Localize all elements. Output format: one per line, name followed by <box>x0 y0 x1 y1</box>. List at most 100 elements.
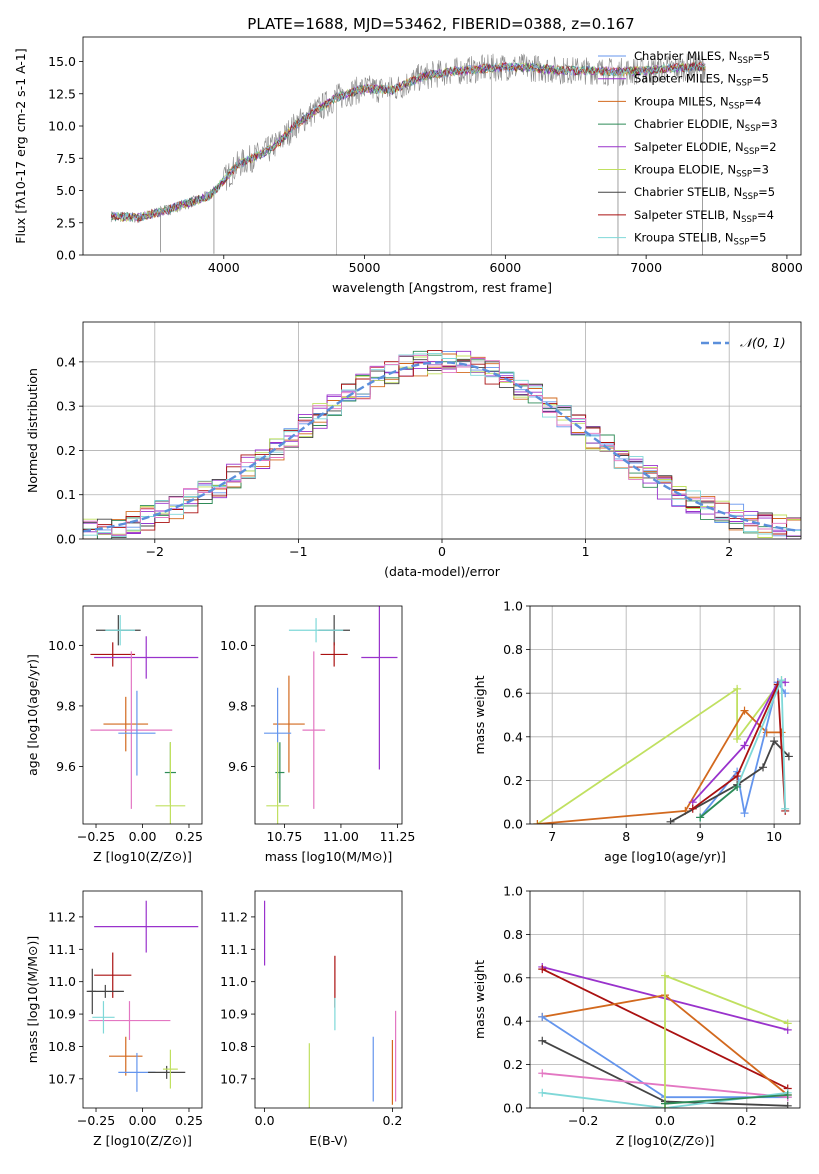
y-tick-label: 0.2 <box>56 443 76 458</box>
series-marker <box>533 820 542 824</box>
series-marker <box>759 763 768 772</box>
residual-histogram <box>83 353 801 538</box>
y-tick-label: 10.0 <box>48 638 76 653</box>
y-tick-label: 11.1 <box>48 942 76 957</box>
legend-sub: SSP <box>742 192 758 202</box>
legend-sub: SSP <box>729 101 745 111</box>
x-axis: −0.25 0.00 0.25 <box>77 824 203 844</box>
legend-label: Chabrier MILES, NSSP=5 <box>634 49 770 66</box>
y-tick-label: 0.6 <box>503 686 523 701</box>
y-tick-label: 10.0 <box>220 638 248 653</box>
x-tick-label: −2 <box>146 544 164 559</box>
x-tick-label: −0.2 <box>568 1113 598 1128</box>
x-tick-label: 0.25 <box>175 829 203 844</box>
y-axis: 0.0 0.2 0.4 0.6 0.8 1.0 <box>503 599 530 832</box>
axes-frame <box>254 605 403 825</box>
y-axis-label: mass weight <box>472 675 487 754</box>
y-tick-label: 0.0 <box>56 532 76 547</box>
series-marker <box>538 1088 547 1097</box>
y-tick-label: 0.3 <box>56 399 76 414</box>
series-marker <box>733 734 742 743</box>
y-tick-label: 9.6 <box>56 759 76 774</box>
legend-name: Chabrier STELIB, N <box>634 185 742 199</box>
panel-weight_vs_age: 7 8 9 10 0.0 0.2 0.4 0.6 0.8 1.0 age [log10(age/yr… <box>472 599 801 864</box>
x-tick-label: 8 <box>622 829 630 844</box>
y-tick-label: 9.8 <box>56 698 76 713</box>
plot-area <box>86 900 199 1092</box>
x-tick-label: 9 <box>696 829 704 844</box>
y-tick-label: 0.8 <box>503 927 523 942</box>
series-marker <box>538 965 547 974</box>
series-line <box>664 974 789 1108</box>
legend-val: =2 <box>760 140 777 154</box>
legend-val: =3 <box>761 117 778 131</box>
y-tick-label: 15.0 <box>48 54 76 69</box>
x-tick-label: −1 <box>289 544 307 559</box>
legend-val: =5 <box>758 185 775 199</box>
legend-label: Kroupa ELODIE, NSSP=3 <box>634 163 769 180</box>
x-tick-label: 6000 <box>489 260 521 275</box>
series-marker <box>783 1090 792 1099</box>
series-marker <box>740 809 749 818</box>
x-tick-label: 7000 <box>630 260 662 275</box>
x-tick-label: 0 <box>438 544 446 559</box>
legend-name: Salpeter ELODIE, N <box>634 140 744 154</box>
y-tick-label: 0.0 <box>503 1101 523 1116</box>
y-tick-label: 0.4 <box>503 1014 523 1029</box>
legend-label: Kroupa STELIB, NSSP=5 <box>634 231 766 248</box>
legend-sub: SSP <box>737 56 753 66</box>
series-line <box>692 684 787 811</box>
x-axis: −2 −1 0 1 2 <box>146 539 733 559</box>
x-axis-label: mass [log10(M/M⊙)] <box>265 849 393 864</box>
plot-area <box>538 962 792 1108</box>
x-tick-label: 11.25 <box>380 829 416 844</box>
y-tick-label: 0.1 <box>56 487 76 502</box>
series-line <box>536 679 783 824</box>
series-marker <box>777 676 786 685</box>
legend-name: Chabrier ELODIE, N <box>634 117 745 131</box>
legend-val: =5 <box>749 231 766 245</box>
gaussian-curve <box>83 361 799 533</box>
legend-name: Chabrier MILES, N <box>634 49 737 63</box>
panel-mass_vs_EBV: 0.0 0.2 10.7 10.8 10.9 11.0 11.1 11.2 E(B-V) <box>220 890 403 1148</box>
x-tick-label: 0.25 <box>175 1113 203 1128</box>
series-marker <box>740 741 749 750</box>
axes-frame <box>529 605 801 825</box>
series-marker <box>696 813 705 822</box>
x-tick-label: 0.2 <box>382 1113 402 1128</box>
y-axis: 10.7 10.8 10.9 11.0 11.1 11.2 <box>220 909 255 1086</box>
panel-spectrum: 4000 5000 6000 7000 8000 0.0 2.5 5.0 7.5 10.0 12.5… <box>13 36 803 295</box>
legend-label: Salpeter STELIB, NSSP=4 <box>634 208 774 225</box>
panel-mass_vs_Z: −0.25 0.00 0.25 10.7 10.8 10.9 11.0 11.1 11.2 Z [… <box>25 890 203 1148</box>
legend-val: =3 <box>752 163 769 177</box>
y-tick-label: 10.8 <box>220 1039 248 1054</box>
y-tick-label: 0.4 <box>56 354 76 369</box>
series-marker <box>762 728 771 737</box>
x-tick-label: 0.0 <box>655 1113 675 1128</box>
legend-val: =5 <box>753 49 770 63</box>
legend-sub: SSP <box>741 215 757 225</box>
x-tick-label: 0.00 <box>129 1113 157 1128</box>
series-marker <box>770 737 779 746</box>
series-marker <box>538 1069 547 1078</box>
x-axis: 4000 5000 6000 7000 8000 <box>208 255 803 275</box>
model-spectrum <box>110 62 706 222</box>
x-tick-label: 1 <box>582 544 590 559</box>
y-tick-label: 11.0 <box>48 974 76 989</box>
series-line <box>699 786 738 819</box>
legend-name: Salpeter MILES, N <box>634 72 736 86</box>
y-axis-label: mass [log10(M/M⊙)] <box>25 936 40 1064</box>
y-axis: 9.6 9.8 10.0 <box>48 638 83 774</box>
series-marker <box>666 817 675 824</box>
y-axis-label: Normed distribution <box>25 368 40 493</box>
x-tick-label: 7 <box>548 829 556 844</box>
y-tick-label: 10.0 <box>48 119 76 134</box>
axes-frame <box>529 890 801 1109</box>
legend-label: Kroupa MILES, NSSP=4 <box>634 94 761 111</box>
series-marker <box>733 772 742 781</box>
series-marker <box>661 1099 669 1108</box>
y-tick-label: 1.0 <box>503 599 523 614</box>
legend-sub: SSP <box>745 124 761 134</box>
x-axis-label: age [log10(age/yr)] <box>604 849 726 864</box>
